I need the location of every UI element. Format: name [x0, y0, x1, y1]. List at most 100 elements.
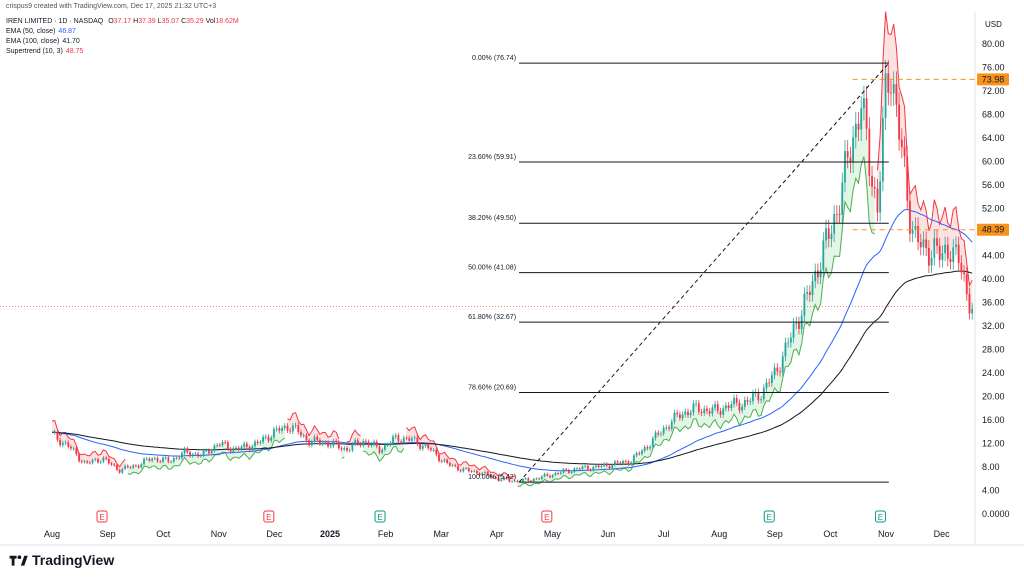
- candle-body: [811, 281, 814, 296]
- y-axis-tick-label: 56.00: [982, 180, 1005, 190]
- candle-body: [316, 436, 319, 440]
- supertrend-down-line: [406, 426, 515, 478]
- candle-body: [503, 477, 505, 480]
- candle: [254, 439, 256, 449]
- y-axis-tick-label: 32.00: [982, 321, 1005, 331]
- candle-body: [611, 465, 614, 469]
- candle-body: [335, 440, 338, 443]
- candle: [435, 447, 438, 457]
- candle-body: [80, 461, 83, 463]
- candle: [113, 463, 116, 467]
- candle-body: [370, 444, 373, 446]
- candle: [91, 458, 94, 465]
- candle-body: [716, 404, 719, 411]
- candle: [132, 464, 135, 470]
- candle: [787, 337, 790, 348]
- candle-body: [784, 342, 787, 357]
- candle-body: [589, 469, 592, 471]
- candle: [846, 140, 849, 169]
- candle: [554, 471, 557, 477]
- candle-body: [622, 461, 624, 464]
- candle-body: [359, 443, 362, 446]
- candle: [429, 446, 432, 452]
- candle-body: [346, 447, 348, 451]
- candle: [107, 457, 110, 465]
- candle-body: [113, 464, 116, 466]
- candle: [337, 440, 340, 451]
- candle-body: [527, 478, 530, 481]
- candle: [865, 85, 868, 141]
- candle-body: [107, 458, 110, 464]
- candle: [500, 478, 503, 482]
- candle-body: [126, 465, 129, 468]
- x-axis-tick-label: Sep: [767, 529, 783, 539]
- legend-close-value: 35.29: [186, 18, 204, 25]
- candle: [421, 443, 424, 451]
- y-axis-tick-label: 36.00: [982, 298, 1005, 308]
- candle: [329, 443, 332, 449]
- candle: [443, 458, 446, 463]
- candle: [473, 469, 476, 473]
- candle: [608, 464, 611, 470]
- x-axis-tick-label: Sep: [100, 529, 116, 539]
- candle: [568, 468, 570, 475]
- candle-body: [286, 425, 289, 431]
- candle-body: [746, 399, 749, 402]
- candle: [389, 440, 392, 447]
- candle-body: [486, 472, 489, 476]
- candle-body: [467, 468, 470, 472]
- candle: [116, 463, 118, 472]
- candle: [70, 444, 72, 451]
- candle-body: [492, 477, 495, 479]
- candle-body: [927, 248, 930, 266]
- candle: [137, 464, 140, 469]
- candle-body: [459, 470, 462, 472]
- candle-body: [914, 226, 917, 230]
- legend-low-key: L: [157, 18, 162, 25]
- candle: [492, 476, 495, 479]
- legend-ema100-label: EMA (100, close): [6, 38, 60, 45]
- candle: [573, 467, 576, 474]
- candle-body: [581, 466, 584, 469]
- candle-body: [191, 454, 194, 457]
- candle: [873, 176, 876, 199]
- candle-body: [911, 229, 914, 234]
- candle: [362, 438, 365, 448]
- tradingview-brand-text: TradingView: [32, 552, 115, 568]
- fib-level: 23.60% (59.91): [468, 154, 889, 163]
- candle-body: [362, 440, 365, 446]
- candle: [638, 451, 641, 456]
- candle: [692, 400, 695, 416]
- legend-open-key: O: [108, 18, 114, 25]
- candle: [676, 409, 679, 418]
- candle-body: [473, 470, 476, 472]
- y-axis-tick-label: 0.0000: [982, 509, 1010, 519]
- candle-body: [170, 461, 172, 463]
- candle: [343, 445, 346, 452]
- candle: [448, 461, 451, 468]
- candle: [467, 466, 470, 473]
- candle-body: [375, 441, 378, 447]
- candle: [524, 477, 527, 480]
- candle: [118, 468, 121, 474]
- candle: [665, 424, 668, 431]
- candle-body: [614, 461, 616, 466]
- candle: [302, 432, 305, 438]
- candle: [687, 408, 689, 419]
- candle-body: [635, 453, 638, 456]
- candle: [300, 429, 302, 438]
- y-axis-tick-label: 64.00: [982, 133, 1005, 143]
- candle: [911, 220, 914, 243]
- candle: [275, 425, 278, 432]
- candle-body: [53, 432, 56, 433]
- candle: [603, 462, 606, 468]
- candle: [789, 332, 792, 348]
- candle: [925, 231, 928, 256]
- candle: [256, 439, 259, 446]
- candle: [730, 401, 733, 412]
- candle: [654, 430, 657, 441]
- candle: [251, 444, 254, 453]
- candle-body: [489, 475, 492, 478]
- candle: [673, 409, 676, 425]
